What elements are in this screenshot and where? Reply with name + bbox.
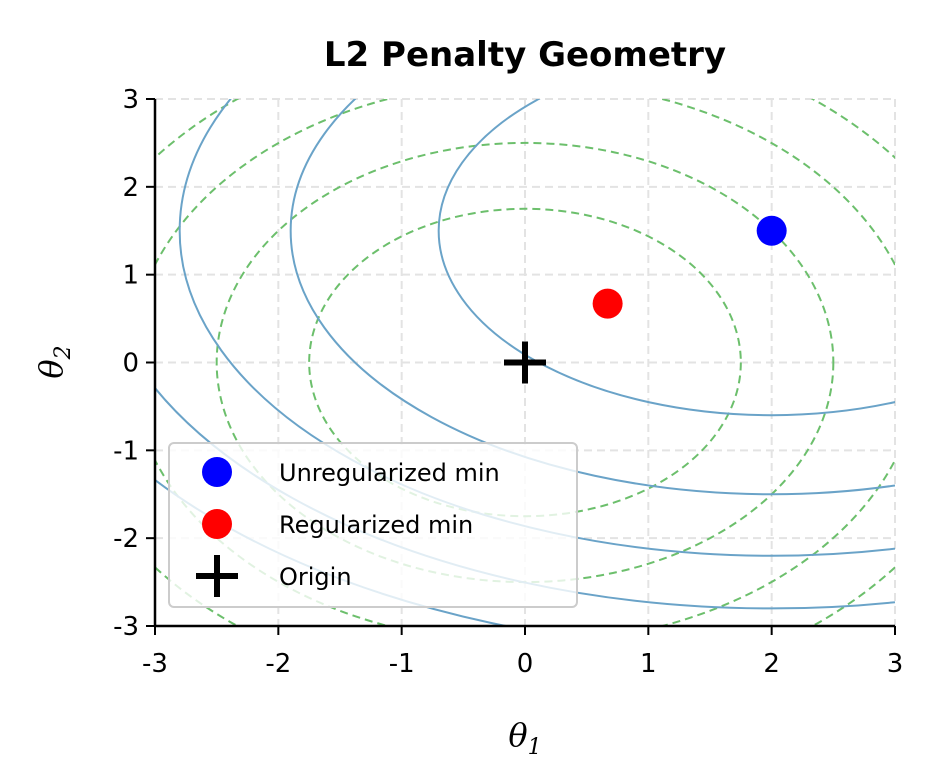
loss-contour xyxy=(178,99,895,557)
origin-marker xyxy=(504,341,546,384)
x-tick-label: 2 xyxy=(763,649,780,679)
penalty-contour xyxy=(0,0,934,749)
y-axis-label: θ2 xyxy=(32,345,76,378)
y-tick-label: -3 xyxy=(113,612,139,642)
x-axis-label: θ1 xyxy=(508,716,541,760)
loss-contour xyxy=(437,99,895,417)
x-tick-label: -1 xyxy=(389,649,415,679)
y-tick-label: -1 xyxy=(113,436,139,466)
loss-contour xyxy=(289,99,895,496)
y-tick-label: 0 xyxy=(122,349,139,379)
legend-entry: Regularized min xyxy=(202,509,473,539)
x-tick-label: 0 xyxy=(517,649,534,679)
legend-label: Unregularized min xyxy=(279,459,500,487)
legend-marker xyxy=(202,457,232,487)
loss-contour xyxy=(155,386,895,610)
legend-box xyxy=(168,442,578,608)
legend: Unregularized min Regularized min Origin xyxy=(168,442,578,608)
y-tick-label: 1 xyxy=(122,261,139,291)
y-tick-label: -2 xyxy=(113,524,139,554)
x-tick-label: 3 xyxy=(887,649,904,679)
contour-layer xyxy=(0,0,934,749)
x-tick-label: -3 xyxy=(142,649,168,679)
legend-label: Regularized min xyxy=(279,511,473,539)
axes: -3 -2 -1 0 1 2 3 -3 -2 -1 0 1 2 3 xyxy=(113,85,903,679)
x-tick-label: -2 xyxy=(265,649,291,679)
svg-text:θ2: θ2 xyxy=(32,345,76,378)
legend-entry: Origin xyxy=(196,555,352,597)
data-point xyxy=(592,288,623,319)
y-tick-label: 3 xyxy=(122,85,139,115)
x-tick-label: 1 xyxy=(640,649,657,679)
chart-title: L2 Penalty Geometry xyxy=(324,35,726,75)
legend-entry: Unregularized min xyxy=(202,457,500,487)
data-point xyxy=(756,215,787,246)
svg-text:θ1: θ1 xyxy=(508,716,541,760)
legend-label: Origin xyxy=(279,563,352,591)
y-tick-label: 2 xyxy=(122,173,139,203)
legend-marker xyxy=(202,509,232,539)
data-points xyxy=(504,215,787,384)
